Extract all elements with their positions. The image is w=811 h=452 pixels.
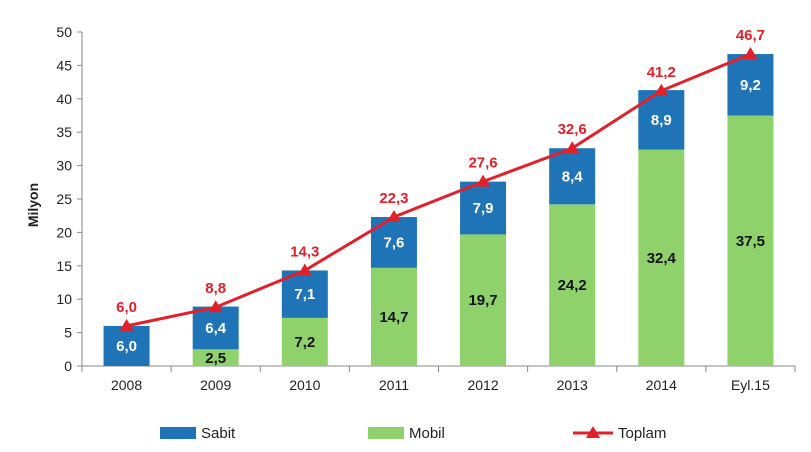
bar-sabit [727,54,774,116]
y-tick-label: 40 [56,91,72,107]
legend-swatch-sabit [160,427,196,439]
bar-label-mobil: 37,5 [736,233,765,250]
bar-label-sabit: 9,2 [740,77,761,94]
total-label: 41,2 [647,64,676,81]
bars [103,54,774,366]
total-marker [565,141,580,154]
bar-mobil [281,317,328,366]
legend-label-toplam: Toplam [618,425,666,442]
bar-label-sabit: 8,4 [562,168,584,185]
total-marker [297,263,312,276]
bar-label-sabit: 7,1 [294,286,315,303]
x-tick-label: 2014 [646,377,677,393]
y-tick-label: 45 [56,57,72,73]
y-axis-label: Milyon [25,183,41,227]
bar-label-sabit: 6,4 [205,320,227,337]
bar-mobil [370,267,417,366]
total-marker [386,210,401,223]
total-marker [476,174,491,187]
bar-label-mobil: 32,4 [647,250,677,267]
x-tick-label: 2012 [467,377,498,393]
bar-label-sabit: 7,9 [473,200,494,217]
bar-sabit [103,325,150,366]
y-tick-label: 15 [56,258,72,274]
legend-marker-toplam [586,426,600,438]
legend-label-sabit: Sabit [201,425,236,442]
y-tick-label: 0 [64,358,72,374]
bar-mobil [460,234,507,366]
bar-mobil [192,349,239,366]
y-tick-label: 35 [56,124,72,140]
total-label: 27,6 [468,155,497,172]
x-tick-label: 2010 [289,377,320,393]
legend-swatch-mobil [368,427,404,439]
x-ticks: 2008 2009 2010 2011 2012 2013 2014 Eyl.15 [81,366,796,393]
y-tick-label: 20 [56,224,72,240]
x-tick-label: Eyl.15 [731,377,770,393]
total-marker [119,318,134,331]
total-line [119,47,758,331]
total-labels: 6,0 8,8 14,3 22,3 27,6 32,6 41,2 46,7 [116,27,765,316]
bar-sabit [460,181,507,235]
bar-label-mobil: 2,5 [205,350,226,367]
legend: Sabit Mobil Toplam [160,425,666,442]
bar-sabit [192,306,239,350]
total-label: 22,3 [379,190,408,207]
total-marker [208,300,223,313]
bar-sabit [549,148,596,205]
y-tick-label: 10 [56,291,72,307]
total-line-path [126,52,752,328]
total-label: 46,7 [736,27,765,44]
y-ticks: 0 5 10 15 20 25 30 35 40 45 50 [56,24,82,374]
legend-label-mobil: Mobil [409,425,445,442]
total-label: 32,6 [558,121,587,138]
bar-label-mobil: 7,2 [294,334,315,351]
x-tick-label: 2009 [200,377,231,393]
x-tick-label: 2008 [111,377,142,393]
segment-labels: 6,0 2,5 6,4 7,2 7,1 14,7 7,6 19,7 7,9 24,2 8,4 32,4… [116,77,765,367]
bar-label-mobil: 14,7 [379,309,408,326]
x-tick-label: 2011 [379,377,409,393]
y-tick-label: 50 [56,24,72,40]
total-marker [743,47,758,60]
total-label: 14,3 [290,243,319,260]
y-tick-label: 25 [56,191,72,207]
bar-label-mobil: 24,2 [558,277,587,294]
bar-mobil [727,115,774,366]
bar-label-sabit: 8,9 [651,112,672,129]
y-tick-label: 5 [64,325,72,341]
total-marker [654,83,669,96]
total-label: 6,0 [116,299,137,316]
bar-label-sabit: 6,0 [116,338,137,355]
bar-mobil [549,204,596,366]
x-tick-label: 2013 [557,377,588,393]
total-label: 8,8 [205,280,226,297]
bar-label-mobil: 19,7 [468,292,497,309]
bar-mobil [638,149,685,366]
bar-label-sabit: 7,6 [384,234,405,251]
y-tick-label: 30 [56,158,72,174]
